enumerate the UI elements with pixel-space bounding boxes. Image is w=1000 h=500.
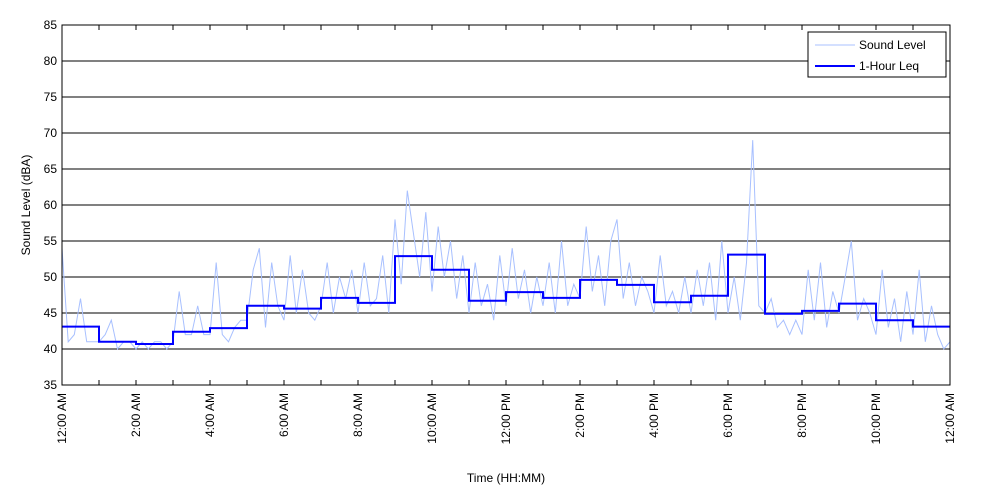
y-tick-label: 60 <box>44 198 58 212</box>
y-tick-label: 55 <box>44 234 58 248</box>
x-tick-label: 4:00 PM <box>647 393 661 438</box>
y-tick-label: 65 <box>44 162 58 176</box>
y-tick-label: 45 <box>44 306 58 320</box>
y-axis-label: Sound Level (dBA) <box>19 155 33 256</box>
y-tick-label: 85 <box>44 18 58 32</box>
x-tick-label: 4:00 AM <box>203 393 217 437</box>
x-tick-label: 6:00 PM <box>721 393 735 438</box>
x-axis-label: Time (HH:MM) <box>467 471 545 485</box>
leq-step-line <box>62 253 950 345</box>
y-tick-label: 40 <box>44 342 58 356</box>
x-tick-label: 2:00 AM <box>129 393 143 437</box>
x-tick-label: 12:00 AM <box>55 393 69 444</box>
x-tick-label: 8:00 PM <box>795 393 809 438</box>
y-tick-label: 50 <box>44 270 58 284</box>
x-tick-label: 2:00 PM <box>573 393 587 438</box>
legend-label-leq: 1-Hour Leq <box>859 59 919 73</box>
x-tick-label: 8:00 AM <box>351 393 365 437</box>
axes: 35 40 45 50 55 60 65 70 75 80 85 12:00 AM 2:00 AM 4:0… <box>44 18 957 444</box>
y-tick-label: 70 <box>44 126 58 140</box>
sound-level-line <box>61 140 951 351</box>
y-tick-label: 35 <box>44 378 58 392</box>
x-tick-label: 10:00 AM <box>425 393 439 444</box>
x-tick-label: 12:00 AM <box>943 393 957 444</box>
leq-series <box>62 253 950 345</box>
y-tick-label: 80 <box>44 54 58 68</box>
sound-level-series <box>61 140 951 351</box>
x-tick-label: 12:00 PM <box>499 393 513 444</box>
legend-label-sound-level: Sound Level <box>859 38 926 52</box>
legend: Sound Level 1-Hour Leq <box>807 31 947 78</box>
x-tick-label: 10:00 PM <box>869 393 883 444</box>
y-tick-label: 75 <box>44 90 58 104</box>
x-tick-label: 6:00 AM <box>277 393 291 437</box>
legend-box <box>807 31 947 78</box>
